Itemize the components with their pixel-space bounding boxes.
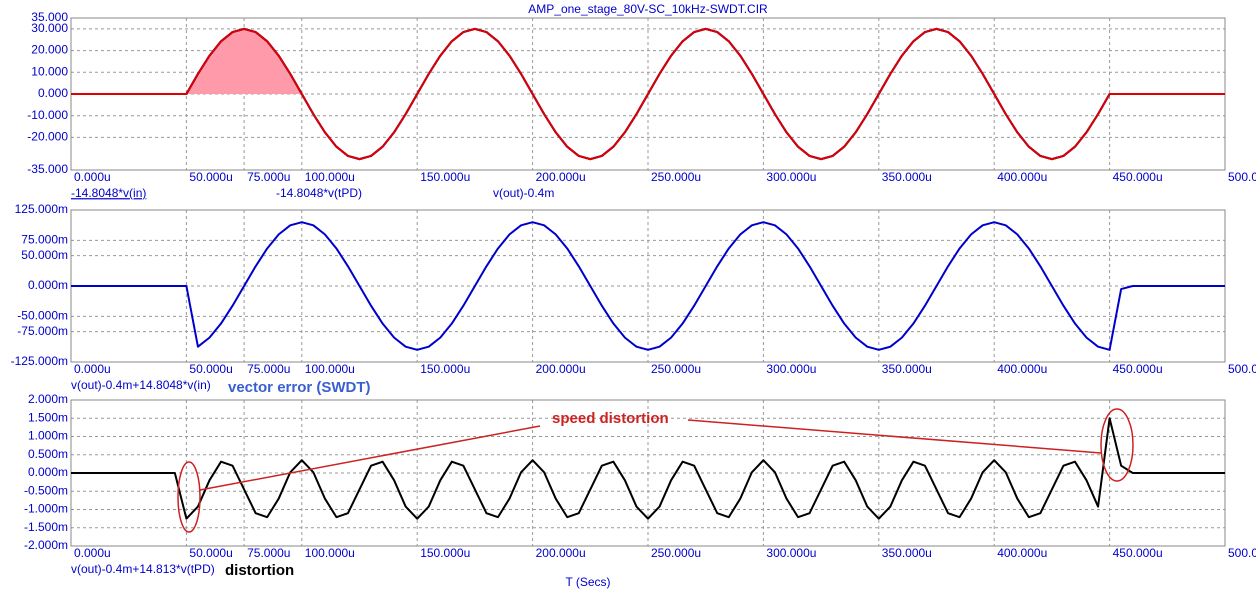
x-tick-label: 400.000u [997, 170, 1047, 184]
x-tick-label: 500.000u [1228, 170, 1256, 184]
y-tick-label: -35.000 [27, 162, 68, 176]
x-tick-label: 200.000u [536, 362, 586, 376]
x-tick-label: 500.000u [1228, 546, 1256, 560]
x-tick-label: 350.000u [882, 546, 932, 560]
x-tick-label: 75.000u [247, 170, 290, 184]
y-tick-label: -1.000m [24, 502, 68, 516]
x-tick-label: 300.000u [766, 362, 816, 376]
x-tick-label: 500.000u [1228, 362, 1256, 376]
callout-line [199, 425, 541, 491]
y-tick-label: 20.000 [31, 43, 68, 57]
highlight-area [186, 28, 302, 94]
x-tick-label: 75.000u [247, 362, 290, 376]
y-tick-label: 0.000m [28, 278, 68, 292]
series-line [71, 221, 1225, 351]
legend-entry: v(out)-0.4m+14.8048*v(in) [71, 378, 211, 392]
y-tick-label: 125.000m [15, 202, 68, 216]
x-tick-label: 0.000u [74, 546, 111, 560]
x-tick-label: 450.000u [1113, 546, 1163, 560]
x-tick-label: 200.000u [536, 546, 586, 560]
callout-ellipse [177, 461, 201, 533]
x-tick-label: 250.000u [651, 546, 701, 560]
y-tick-label: 0.000m [28, 465, 68, 479]
annotation: vector error (SWDT) [228, 379, 371, 396]
x-tick-label: 300.000u [766, 170, 816, 184]
legend-entry: -14.8048*v(in) [71, 186, 146, 200]
y-tick-label: -2.000m [24, 538, 68, 552]
y-tick-label: -50.000m [17, 309, 68, 323]
annotation: speed distortion [552, 410, 669, 427]
x-tick-label: 400.000u [997, 362, 1047, 376]
x-tick-label: 100.000u [305, 170, 355, 184]
x-tick-label: 75.000u [247, 546, 290, 560]
y-tick-label: 35.000 [31, 10, 68, 24]
y-tick-label: 10.000 [31, 64, 68, 78]
y-tick-label: 1.500m [28, 410, 68, 424]
x-tick-label: 450.000u [1113, 362, 1163, 376]
series-line [71, 27, 1225, 161]
x-tick-label: 300.000u [766, 546, 816, 560]
x-tick-label: 250.000u [651, 170, 701, 184]
y-tick-label: 30.000 [31, 21, 68, 35]
legend-entry: -14.8048*v(tPD) [276, 186, 362, 200]
y-tick-label: 2.000m [28, 392, 68, 406]
x-tick-label: 150.000u [420, 546, 470, 560]
x-axis-label: T (Secs) [565, 575, 610, 589]
x-tick-label: 200.000u [536, 170, 586, 184]
x-tick-label: 50.000u [189, 170, 232, 184]
x-tick-label: 100.000u [305, 362, 355, 376]
chart-title: AMP_one_stage_80V-SC_10kHz-SWDT.CIR [528, 2, 768, 16]
x-tick-label: 0.000u [74, 170, 111, 184]
y-tick-label: -20.000 [27, 130, 68, 144]
x-tick-label: 400.000u [997, 546, 1047, 560]
y-tick-label: 75.000m [21, 233, 68, 247]
x-tick-label: 450.000u [1113, 170, 1163, 184]
x-tick-label: 100.000u [305, 546, 355, 560]
x-tick-label: 50.000u [189, 362, 232, 376]
y-tick-label: 50.000m [21, 248, 68, 262]
legend-entry: v(out)-0.4m+14.813*v(tPD) [71, 562, 215, 576]
y-tick-label: 0.000 [38, 86, 68, 100]
y-tick-label: -125.000m [11, 354, 68, 368]
annotation: distortion [225, 562, 294, 579]
x-tick-label: 0.000u [74, 362, 111, 376]
y-tick-label: 0.500m [28, 447, 68, 461]
x-tick-label: 150.000u [420, 362, 470, 376]
y-tick-label: -10.000 [27, 108, 68, 122]
callouts [177, 408, 1134, 533]
y-tick-label: 1.000m [28, 429, 68, 443]
x-tick-label: 150.000u [420, 170, 470, 184]
series-line [71, 417, 1225, 520]
x-tick-label: 50.000u [189, 546, 232, 560]
y-tick-label: -75.000m [17, 324, 68, 338]
y-tick-label: -0.500m [24, 483, 68, 497]
callout-line [687, 419, 1102, 454]
x-tick-label: 250.000u [651, 362, 701, 376]
callout-ellipse [1100, 408, 1134, 482]
x-tick-label: 350.000u [882, 170, 932, 184]
y-tick-label: -1.500m [24, 520, 68, 534]
legend-entry: v(out)-0.4m [493, 186, 554, 200]
x-tick-label: 350.000u [882, 362, 932, 376]
